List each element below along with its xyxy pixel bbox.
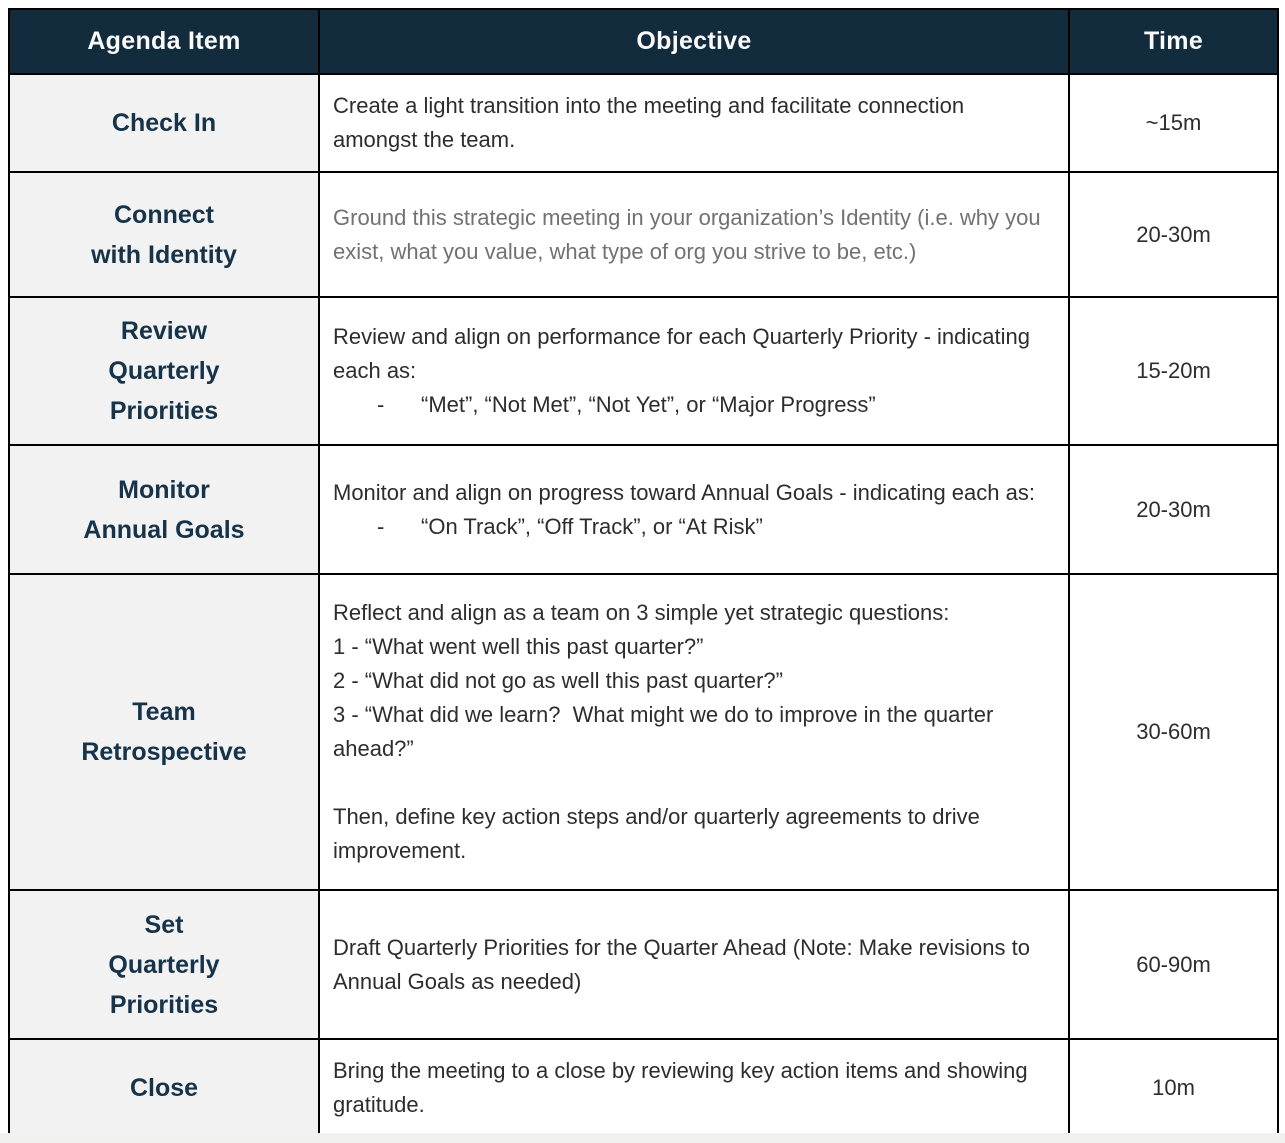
time-cell: 20-30m <box>1068 444 1279 575</box>
objective-paragraph: Bring the meeting to a close by reviewin… <box>333 1058 1034 1117</box>
agenda-item-cell: Set Quarterly Priorities <box>8 889 320 1040</box>
objective-paragraph: Review and align on performance for each… <box>333 324 1037 383</box>
objective-paragraph: - “On Track”, “Off Track”, or “At Risk” <box>377 513 763 539</box>
objective-paragraph: 1 - “What went well this past quarter?” <box>333 634 704 659</box>
column-header-time: Time <box>1068 8 1279 75</box>
objective-paragraph: Monitor and align on progress toward Ann… <box>333 479 1035 505</box>
objective-cell: Draft Quarterly Priorities for the Quart… <box>318 889 1070 1040</box>
objective-paragraph: Ground this strategic meeting in your or… <box>333 204 1047 264</box>
agenda-item-cell: Check In <box>8 73 320 173</box>
objective-cell: Reflect and align as a team on 3 simple … <box>318 573 1070 891</box>
objective-cell: Create a light transition into the meeti… <box>318 73 1070 173</box>
agenda-item-cell: Monitor Annual Goals <box>8 444 320 575</box>
table-row: Check In Create a light transition into t… <box>8 73 1279 173</box>
table-header-row: Agenda Item Objective Time <box>8 8 1279 75</box>
table-row: Close Bring the meeting to a close by rev… <box>8 1038 1279 1138</box>
table-row: Team Retrospective Reflect and align as a… <box>8 573 1279 891</box>
objective-paragraph: 3 - “What did we learn? What might we do… <box>333 702 1000 761</box>
column-header-agenda-item: Agenda Item <box>8 8 320 75</box>
agenda-item-cell: Close <box>8 1038 320 1138</box>
time-cell: 10m <box>1068 1038 1279 1138</box>
objective-paragraph: 2 - “What did not go as well this past q… <box>333 668 783 693</box>
agenda-item-cell: Review Quarterly Priorities <box>8 296 320 446</box>
time-cell: 60-90m <box>1068 889 1279 1040</box>
objective-paragraph <box>333 766 1054 800</box>
table-row: Connect with Identity Ground this strateg… <box>8 171 1279 298</box>
objective-paragraph: Draft Quarterly Priorities for the Quart… <box>333 934 1035 994</box>
meeting-agenda-table: Agenda Item Objective Time Check In Creat… <box>8 8 1279 1138</box>
objective-paragraph: Reflect and align as a team on 3 simple … <box>333 600 950 625</box>
objective-paragraph: - “Met”, “Not Met”, “Not Yet”, or “Major… <box>377 392 876 417</box>
time-cell: ~15m <box>1068 73 1279 173</box>
objective-cell: Monitor and align on progress toward Ann… <box>318 444 1070 575</box>
objective-paragraph: Then, define key action steps and/or qua… <box>333 804 987 863</box>
column-header-objective: Objective <box>318 8 1070 75</box>
table-row: Review Quarterly Priorities Review and al… <box>8 296 1279 446</box>
agenda-item-cell: Team Retrospective <box>8 573 320 891</box>
objective-paragraph: Create a light transition into the meeti… <box>333 93 971 152</box>
page-bottom-strip <box>0 1133 1285 1143</box>
table-row: Monitor Annual Goals Monitor and align on… <box>8 444 1279 575</box>
agenda-table-body: Check In Create a light transition into t… <box>8 73 1279 1138</box>
time-cell: 20-30m <box>1068 171 1279 298</box>
objective-cell: Bring the meeting to a close by reviewin… <box>318 1038 1070 1138</box>
agenda-item-cell: Connect with Identity <box>8 171 320 298</box>
time-cell: 15-20m <box>1068 296 1279 446</box>
objective-cell: Ground this strategic meeting in your or… <box>318 171 1070 298</box>
objective-cell: Review and align on performance for each… <box>318 296 1070 446</box>
time-cell: 30-60m <box>1068 573 1279 891</box>
table-row: Set Quarterly Priorities Draft Quarterly … <box>8 889 1279 1040</box>
